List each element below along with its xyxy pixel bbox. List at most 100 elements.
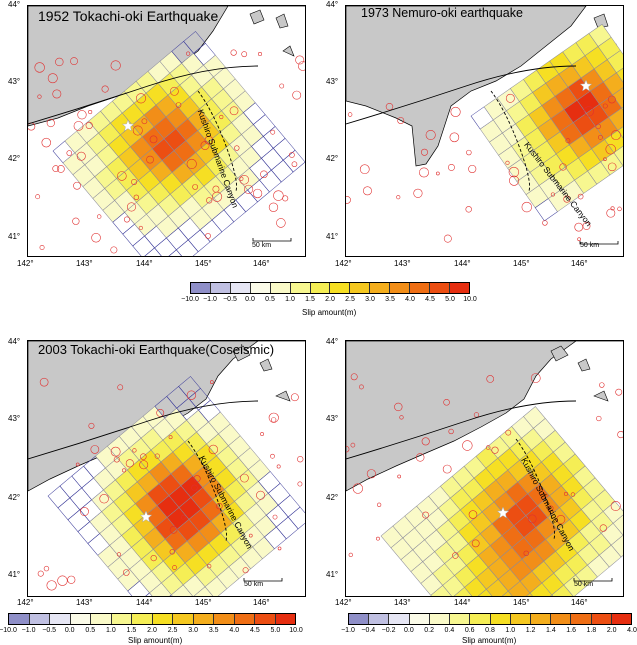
map-1952-svg	[28, 6, 305, 256]
colorbar-tick-label: 1.0	[105, 627, 116, 634]
lon-label: 142°	[17, 598, 34, 607]
lon-label: 146°	[253, 259, 270, 268]
epicenter-circle	[117, 384, 124, 391]
epicenter-circle	[596, 415, 602, 422]
colorbar-tick-label: 10.0	[463, 296, 477, 303]
colorbar-swatch	[132, 614, 153, 624]
fault-tile	[262, 126, 286, 149]
epicenter-circle	[35, 194, 41, 200]
lat-label: 42°	[326, 493, 339, 502]
epicenter-circle	[230, 49, 237, 56]
epicenter-circle	[149, 135, 158, 144]
epicenter-circle	[47, 73, 58, 84]
panel-2003-postseismic: 44° 43° 42° 41° 142° 143° 144° 145° 146°…	[318, 330, 637, 645]
epicenter-circle	[279, 83, 285, 89]
colorbar-swatch	[270, 283, 291, 293]
colorbar-tick-label: 3.0	[188, 627, 199, 634]
colorbar-swatch	[193, 614, 214, 624]
fault-tile	[187, 229, 211, 253]
epicenter-circle	[425, 129, 436, 141]
epicenter-circle	[289, 152, 295, 158]
colorbar-tick-label: 4.5	[249, 627, 260, 634]
epicenter-circle	[242, 567, 249, 574]
colorbar-swatch	[490, 614, 511, 624]
epicenter-circle	[610, 206, 615, 211]
colorbar-tick-label: 4.0	[229, 627, 240, 634]
map-2003-svg	[28, 341, 305, 596]
epicenter-circle	[270, 129, 276, 135]
epicenter-circle	[359, 384, 364, 390]
colorbar-swatch	[91, 614, 112, 624]
epicenter-circle	[146, 155, 154, 164]
epicenter-circle	[212, 185, 220, 193]
colorbar-swatch	[389, 614, 410, 624]
epicenter-circle	[421, 437, 430, 446]
epicenter-circle	[606, 208, 616, 218]
epicenter-circle	[110, 446, 121, 457]
colorbar-tick-label: 4.0	[405, 296, 415, 303]
epicenter-circle	[542, 220, 548, 226]
lon-label: 142°	[17, 259, 34, 268]
epicenter-circle	[252, 188, 263, 199]
epicenter-circle	[72, 217, 80, 225]
epicenter-circle	[80, 507, 89, 516]
epicenter-circle	[291, 161, 298, 168]
colorbar-swatch	[571, 614, 592, 624]
epicenter-circle	[556, 514, 566, 524]
fault-tile	[275, 516, 299, 540]
lat-label: 41°	[326, 570, 339, 579]
epicenter-circle	[234, 145, 240, 151]
fault-tile	[616, 63, 623, 87]
epicenter-circle	[186, 158, 197, 169]
lon-label: 142°	[335, 259, 352, 268]
epicenter-circle	[180, 514, 186, 520]
colorbar-swatch	[111, 614, 132, 624]
epicenter-star-icon	[121, 119, 135, 132]
epicenter-circle	[150, 555, 157, 562]
fault-tile	[154, 237, 177, 256]
colorbar-bottom-right-label: Slip amount(m)	[462, 636, 517, 645]
colorbar-tick-label: 2.5	[167, 627, 178, 634]
epicenter-circle	[186, 51, 191, 56]
epicenter-circle	[468, 164, 477, 174]
epicenter-circle	[462, 440, 473, 451]
epicenter-circle	[206, 197, 213, 204]
lat-label: 44°	[8, 0, 21, 9]
colorbar-tick-label: −1.0	[341, 627, 355, 634]
colorbar-bottom-left-ticks: −10.0 −1.0 −0.5 0.0 0.5 1.0 1.5 2.0 2.5 3.0 3.5 4.0…	[0, 627, 303, 637]
epicenter-circle	[138, 225, 143, 231]
epicenter-circle	[570, 492, 576, 497]
epicenter-circle	[276, 218, 286, 228]
epicenter-circle	[52, 89, 62, 99]
colorbar-swatch	[250, 283, 271, 293]
epicenter-circle	[256, 490, 266, 500]
epicenter-circle	[122, 569, 130, 576]
colorbar-swatch	[449, 283, 469, 293]
map-2003	[27, 340, 306, 597]
epicenter-circle	[471, 539, 480, 548]
epicenter-circle	[449, 132, 460, 143]
epicenter-circle	[270, 453, 275, 459]
epicenter-circle	[73, 121, 84, 131]
lon-label: 146°	[571, 259, 588, 268]
colorbar-swatch	[330, 283, 351, 293]
epicenter-circle	[352, 483, 364, 494]
epicenter-circle	[141, 118, 148, 125]
epicenter-star-icon	[139, 510, 153, 523]
colorbar-tick-label: 5.0	[445, 296, 455, 303]
epicenter-circle	[359, 164, 370, 175]
epicenter-circle	[468, 510, 478, 519]
epicenter-circle	[366, 469, 376, 479]
epicenter-circle	[91, 232, 101, 243]
canyon-outline	[490, 90, 530, 192]
colorbar-tick-label: 3.0	[365, 296, 375, 303]
epicenter-circle	[168, 435, 173, 440]
epicenter-circle	[260, 432, 264, 436]
epicenter-circle	[239, 176, 244, 181]
epicenter-circle	[110, 246, 118, 254]
fault-tile	[617, 120, 623, 144]
colorbar-swatch	[290, 283, 311, 293]
epicenter-circle	[41, 137, 51, 148]
colorbar-swatch	[50, 614, 71, 624]
scale-label: 50 km	[574, 581, 594, 588]
